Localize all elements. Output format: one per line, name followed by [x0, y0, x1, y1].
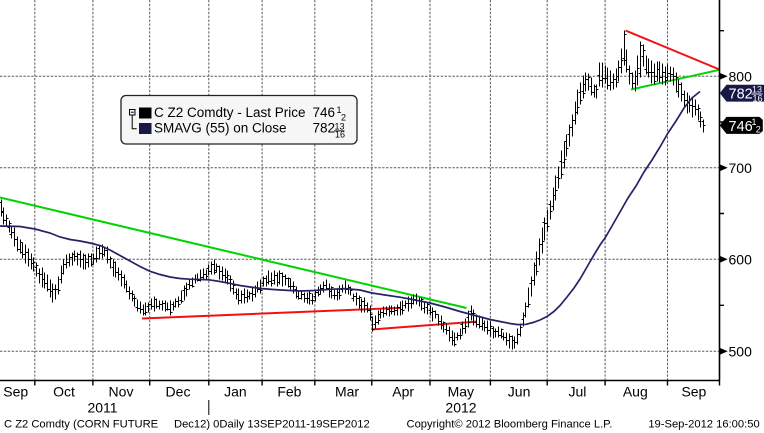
svg-text:13: 13 — [752, 84, 762, 94]
svg-text:May: May — [448, 384, 474, 400]
svg-text:Jan: Jan — [224, 384, 247, 400]
svg-text:2011: 2011 — [87, 400, 117, 416]
svg-text:19-Sep-2012 16:00:50: 19-Sep-2012 16:00:50 — [648, 419, 759, 431]
svg-text:2012: 2012 — [445, 400, 476, 416]
svg-text:782: 782 — [729, 86, 753, 102]
svg-text:Oct: Oct — [53, 384, 75, 400]
svg-text:746: 746 — [313, 105, 336, 120]
svg-text:500: 500 — [729, 343, 753, 359]
svg-text:Mar: Mar — [335, 384, 359, 400]
svg-text:Sep: Sep — [3, 384, 28, 400]
svg-text:C Z2 Comdty - Last Price: C Z2 Comdty - Last Price — [154, 105, 306, 120]
svg-text:SMAVG (55) on Close: SMAVG (55) on Close — [154, 121, 287, 136]
svg-text:C Z2 Comdty (CORN FUTURE: C Z2 Comdty (CORN FUTURE — [4, 419, 158, 431]
svg-text:Feb: Feb — [277, 384, 301, 400]
svg-text:Jul: Jul — [568, 384, 586, 400]
svg-text:2: 2 — [341, 112, 346, 122]
svg-text:Jun: Jun — [508, 384, 531, 400]
svg-text:Dec12) 0Daily 13SEP2011-19SEP2: Dec12) 0Daily 13SEP2011-19SEP2012 — [174, 419, 370, 431]
svg-text:16: 16 — [335, 130, 345, 140]
svg-text:2: 2 — [756, 124, 761, 134]
svg-text:700: 700 — [729, 160, 753, 176]
svg-text:600: 600 — [729, 251, 753, 267]
svg-text:1: 1 — [752, 117, 757, 127]
svg-text:Apr: Apr — [392, 384, 414, 400]
svg-text:746: 746 — [729, 119, 753, 135]
svg-text:Dec: Dec — [166, 384, 191, 400]
svg-text:Copyright© 2012 Bloomberg Fina: Copyright© 2012 Bloomberg Finance L.P. — [407, 419, 613, 431]
svg-text:Aug: Aug — [623, 384, 648, 400]
svg-text:Sep: Sep — [681, 384, 706, 400]
svg-text:782: 782 — [313, 121, 336, 136]
svg-text:16: 16 — [753, 93, 763, 103]
svg-text:13: 13 — [335, 121, 345, 131]
svg-text:1: 1 — [337, 105, 342, 115]
svg-text:Nov: Nov — [109, 384, 134, 400]
svg-text:800: 800 — [729, 68, 753, 84]
